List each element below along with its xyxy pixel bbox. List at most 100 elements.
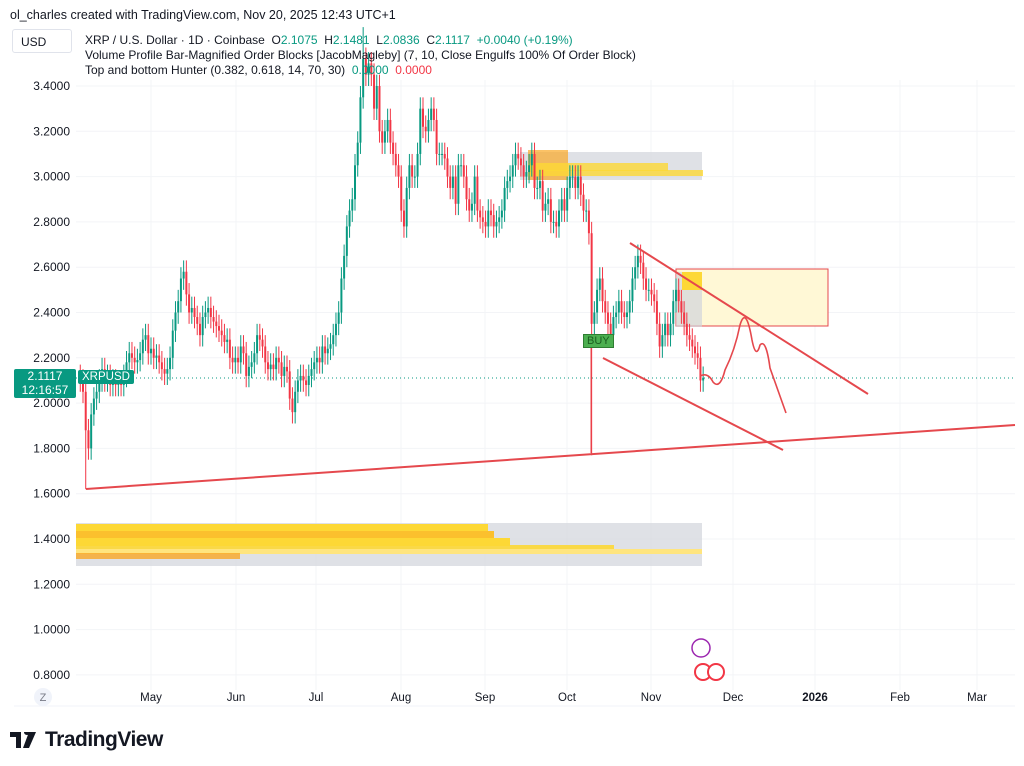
- candle-body: [451, 176, 454, 188]
- candle-body: [212, 317, 215, 322]
- candle-body: [351, 199, 354, 211]
- candle-body: [378, 86, 381, 132]
- candle-body: [84, 391, 87, 431]
- reset-zoom-label: Z: [40, 692, 47, 704]
- y-tick-label: 2.4000: [33, 306, 70, 320]
- x-tick-label: Feb: [890, 692, 910, 704]
- candle-body: [568, 176, 571, 188]
- candle-body: [177, 301, 180, 313]
- current-price-label: 2.1117 12:16:57: [14, 369, 76, 398]
- candle-body: [188, 294, 191, 313]
- candle-body: [422, 108, 424, 127]
- candle-body: [683, 312, 686, 324]
- candle-body: [277, 357, 280, 363]
- symbol-legend[interactable]: XRP / U.S. Dollar · 1D · Coinbase O2.107…: [85, 33, 636, 48]
- order-block-top-bar: [528, 163, 668, 171]
- time-axis[interactable]: May Jun Jul Aug Sep Oct Nov Dec 2026 Feb Mar: [140, 692, 987, 704]
- candle-body: [609, 323, 612, 336]
- indicator-order-blocks[interactable]: Volume Profile Bar-Magnified Order Block…: [85, 48, 636, 62]
- candle-body: [253, 353, 256, 363]
- candle-body: [479, 210, 482, 218]
- candle-body: [280, 362, 283, 376]
- indicator-top-bottom-hunter[interactable]: Top and bottom Hunter (0.382, 0.618, 14,…: [85, 63, 636, 78]
- candle-body: [476, 176, 479, 211]
- candle-body: [334, 323, 337, 336]
- candle-body: [141, 339, 144, 354]
- buy-signal-label: BUY: [583, 334, 614, 348]
- candle-body: [566, 187, 569, 211]
- candle-body: [171, 330, 174, 358]
- candle-body: [601, 278, 604, 302]
- candle-body: [337, 312, 340, 324]
- high-label: H: [324, 33, 333, 47]
- candle-body: [511, 165, 514, 177]
- indicator-value-2: 0.0000: [395, 63, 432, 77]
- projection-path[interactable]: [699, 316, 787, 414]
- support-trendline[interactable]: [85, 424, 1016, 490]
- candle-body: [468, 199, 471, 211]
- earnings-icon[interactable]: [691, 638, 711, 658]
- candle-body: [688, 335, 691, 340]
- y-tick-label: 1.0000: [33, 623, 70, 637]
- reset-zoom-button[interactable]: [34, 688, 52, 706]
- candle-body: [612, 317, 615, 336]
- candle-body: [481, 217, 484, 222]
- y-tick-label: 1.8000: [33, 441, 70, 455]
- channel-upper-line[interactable]: [629, 242, 869, 395]
- candle-body: [484, 221, 487, 227]
- candle-body: [204, 312, 207, 318]
- candle-body: [275, 357, 278, 370]
- candle-body: [354, 165, 356, 200]
- currency-button[interactable]: USD: [12, 29, 72, 53]
- y-tick-label: 3.2000: [33, 124, 70, 138]
- candle-body: [473, 176, 476, 204]
- candle-body: [386, 119, 389, 132]
- candle-body: [130, 353, 133, 358]
- candle-body: [207, 307, 210, 313]
- candle-body: [664, 323, 667, 336]
- candle-body: [517, 153, 520, 159]
- candle-body: [201, 317, 204, 336]
- candle-body: [666, 323, 669, 336]
- candle-body: [590, 233, 593, 324]
- candle-body: [525, 172, 528, 177]
- x-tick-label: Jun: [227, 692, 246, 704]
- candle-body: [82, 380, 84, 392]
- us-flag-event-icon[interactable]: [707, 663, 725, 681]
- candle-body: [125, 362, 128, 376]
- x-tick-label: May: [140, 692, 162, 704]
- candle-body: [577, 176, 580, 188]
- candle-body: [402, 210, 405, 227]
- candle-body: [549, 199, 552, 222]
- candle-body: [226, 339, 229, 342]
- candle-body: [506, 181, 509, 188]
- order-block-zones: [76, 150, 829, 566]
- candle-body: [628, 301, 631, 313]
- candle-body: [536, 187, 539, 189]
- tradingview-logo[interactable]: TradingView: [10, 728, 163, 752]
- candle-body: [136, 360, 139, 363]
- candle-body: [636, 255, 639, 268]
- candle-body: [438, 153, 441, 155]
- x-tick-label: Nov: [641, 692, 662, 704]
- candle-body: [179, 278, 182, 302]
- candle-body: [198, 323, 201, 336]
- candle-body: [392, 142, 395, 154]
- y-tick-label: 2.6000: [33, 260, 70, 274]
- candle-body: [449, 176, 452, 188]
- candle-body: [169, 357, 172, 370]
- candle-body: [296, 380, 299, 392]
- x-tick-label: 2026: [802, 692, 828, 704]
- channel-lower-line[interactable]: [602, 357, 784, 451]
- candle-body: [443, 153, 446, 159]
- price-axis[interactable]: 3.4000 3.2000 3.0000 2.8000 2.6000 2.4000 2.20…: [33, 79, 70, 682]
- candle-body: [299, 375, 302, 381]
- y-tick-label: 2.2000: [33, 351, 70, 365]
- candle-body: [620, 301, 623, 313]
- candle-body: [144, 335, 147, 340]
- candle-body: [615, 312, 618, 318]
- price-chart[interactable]: 3.4000 3.2000 3.0000 2.8000 2.6000 2.4000 2.20…: [0, 0, 1024, 720]
- candle-body: [514, 153, 517, 166]
- candle-body: [430, 108, 433, 120]
- candle-body: [318, 357, 321, 363]
